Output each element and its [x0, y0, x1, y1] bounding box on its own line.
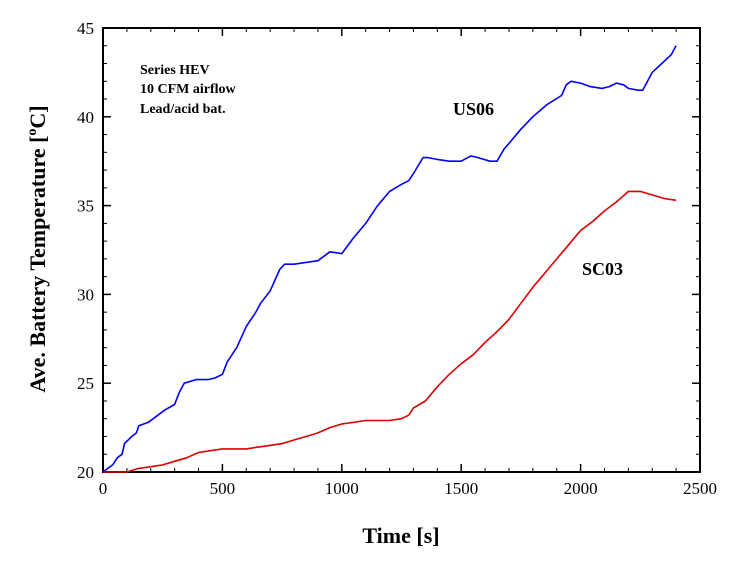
series-line-sc03: [103, 190, 677, 473]
annotation-line-1: Series HEV: [140, 63, 210, 78]
plot-frame: [102, 27, 701, 473]
x-tick-label: 1500: [444, 479, 478, 498]
y-tick-label: 30: [77, 285, 94, 304]
annotation-line-3: Lead/acid bat.: [140, 102, 226, 117]
series-label-us06: US06: [453, 99, 494, 119]
y-axis-label-degree: o: [25, 129, 40, 136]
y-axis-label-unit: C]: [25, 105, 50, 128]
y-tick-label: 25: [77, 374, 94, 393]
y-tick-label: 45: [77, 19, 94, 38]
y-tick-label: 40: [77, 108, 94, 127]
y-axis-label-main: Ave. Battery Temperature [: [25, 136, 50, 393]
x-axis-label: Time [s]: [362, 523, 439, 548]
series-label-sc03: SC03: [582, 259, 623, 279]
x-tick-label: 500: [210, 479, 236, 498]
axis-ticks: [102, 27, 701, 473]
annotation-line-2: 10 CFM airflow: [140, 82, 237, 97]
y-tick-label: 35: [77, 197, 94, 216]
x-tick-label: 2500: [683, 479, 717, 498]
x-tick-label: 0: [99, 479, 108, 498]
x-tick-label: 2000: [564, 479, 598, 498]
y-axis-label: Ave. Battery Temperature [oC]: [25, 105, 50, 392]
y-tick-label: 20: [77, 463, 94, 482]
series-lines: [102, 45, 677, 473]
x-tick-label: 1000: [325, 479, 359, 498]
axis-tick-labels: 0 500 1000 1500 2000 2500 20 25 30 35 40 45: [77, 19, 717, 498]
series-line-us06: [102, 45, 677, 473]
